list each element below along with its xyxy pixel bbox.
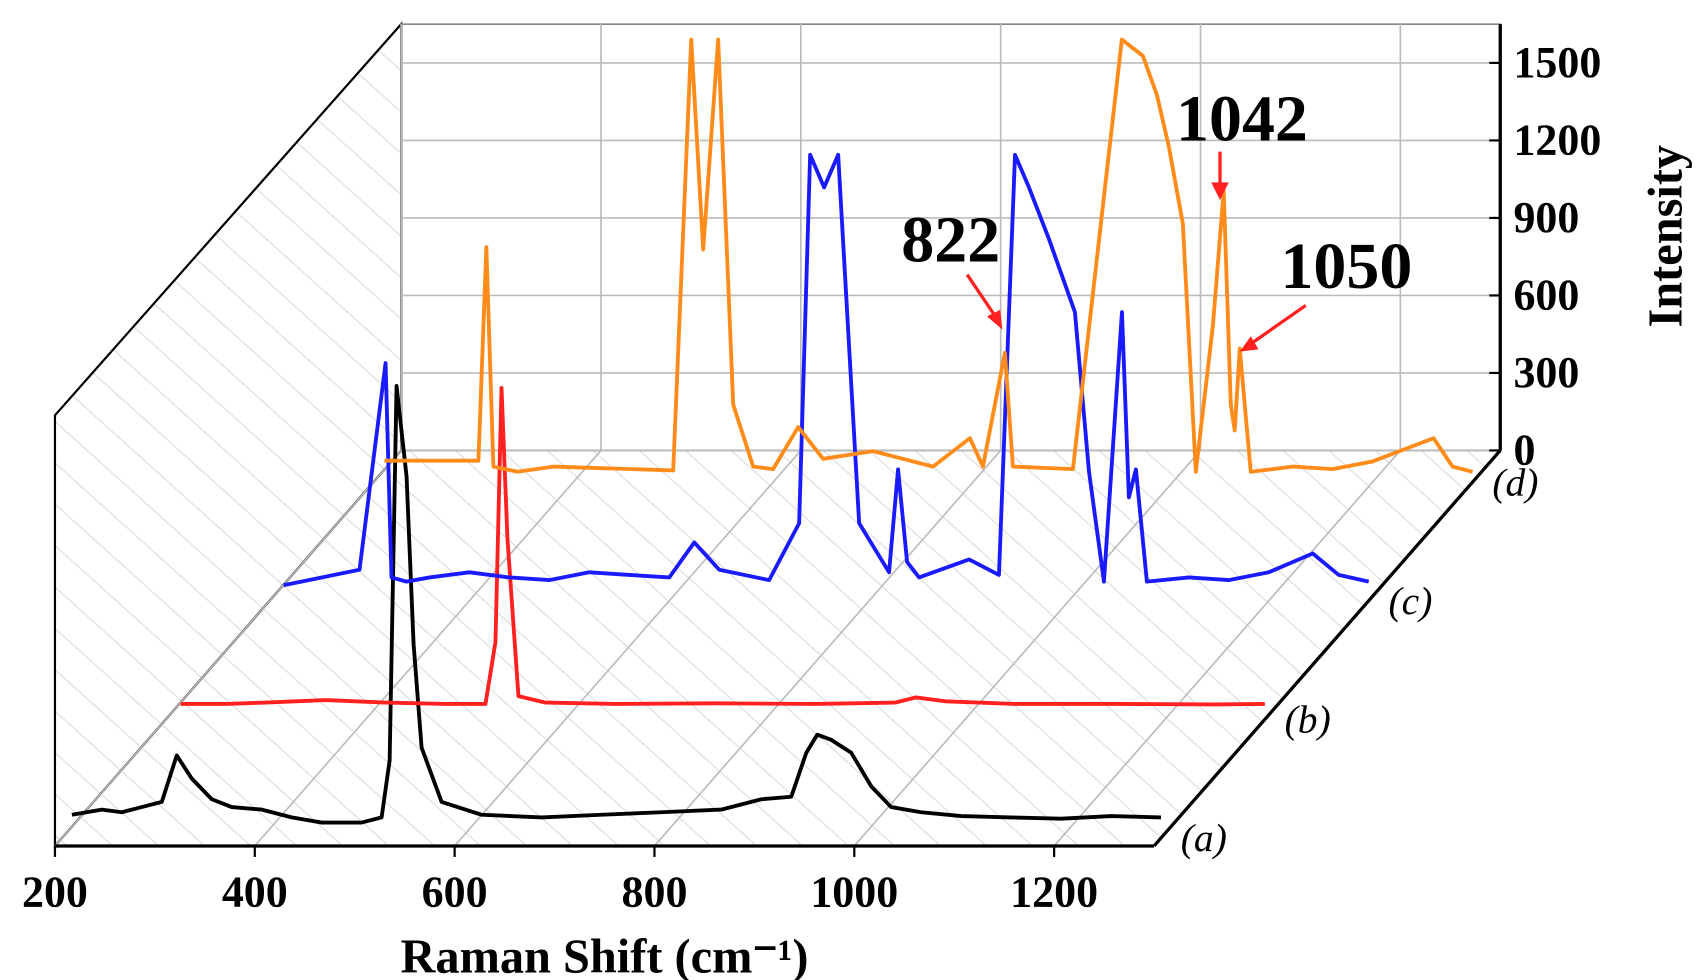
- spectrum-line: [384, 37, 1474, 474]
- series-label: (c): [1388, 579, 1432, 623]
- grid-line: [653, 449, 1002, 847]
- x-tick-label: 800: [622, 867, 688, 916]
- grid-line: [254, 449, 602, 847]
- annotation: 1050: [1280, 230, 1412, 303]
- y-tick-label: 1200: [1513, 116, 1601, 165]
- y-tick-label: 0: [1513, 426, 1535, 475]
- annotation: 1042: [1176, 83, 1308, 156]
- series-label: (d): [1492, 460, 1538, 504]
- spectrum-line: [180, 386, 1265, 707]
- depth-axis: [1152, 449, 1502, 848]
- y-tick-label: 900: [1513, 193, 1579, 242]
- x-tick-label: 600: [422, 867, 488, 916]
- grid-line: [1053, 449, 1401, 847]
- spectrum-line: [283, 152, 1370, 588]
- annotation: 822: [901, 203, 1000, 276]
- grid-line: [454, 449, 802, 847]
- x-axis-label: Raman Shift (cm⁻¹): [400, 930, 808, 980]
- y-axis-label: Intensity: [1640, 145, 1693, 328]
- grid: [54, 24, 1501, 847]
- x-tick-label: 1000: [810, 867, 898, 916]
- labels: 200 400 600 800 1000 1200 0 300 600 900 1200 1500 (a…: [22, 38, 1601, 916]
- series-label: (a): [1181, 816, 1227, 860]
- spectrum-line: [71, 384, 1162, 825]
- x-tick-label: 200: [22, 867, 88, 916]
- floor: [54, 450, 1501, 846]
- y-tick-label: 1500: [1513, 38, 1601, 87]
- plot-lines: [71, 37, 1474, 825]
- grid-line: [54, 449, 402, 847]
- y-tick-label: 300: [1513, 348, 1579, 397]
- annotation-arrows: [965, 151, 1307, 352]
- x-tick-label: 1200: [1010, 867, 1098, 916]
- x-tick-label: 400: [222, 867, 288, 916]
- grid-line: [853, 449, 1202, 847]
- series-label: (b): [1285, 698, 1331, 742]
- y-tick-label: 600: [1513, 271, 1579, 320]
